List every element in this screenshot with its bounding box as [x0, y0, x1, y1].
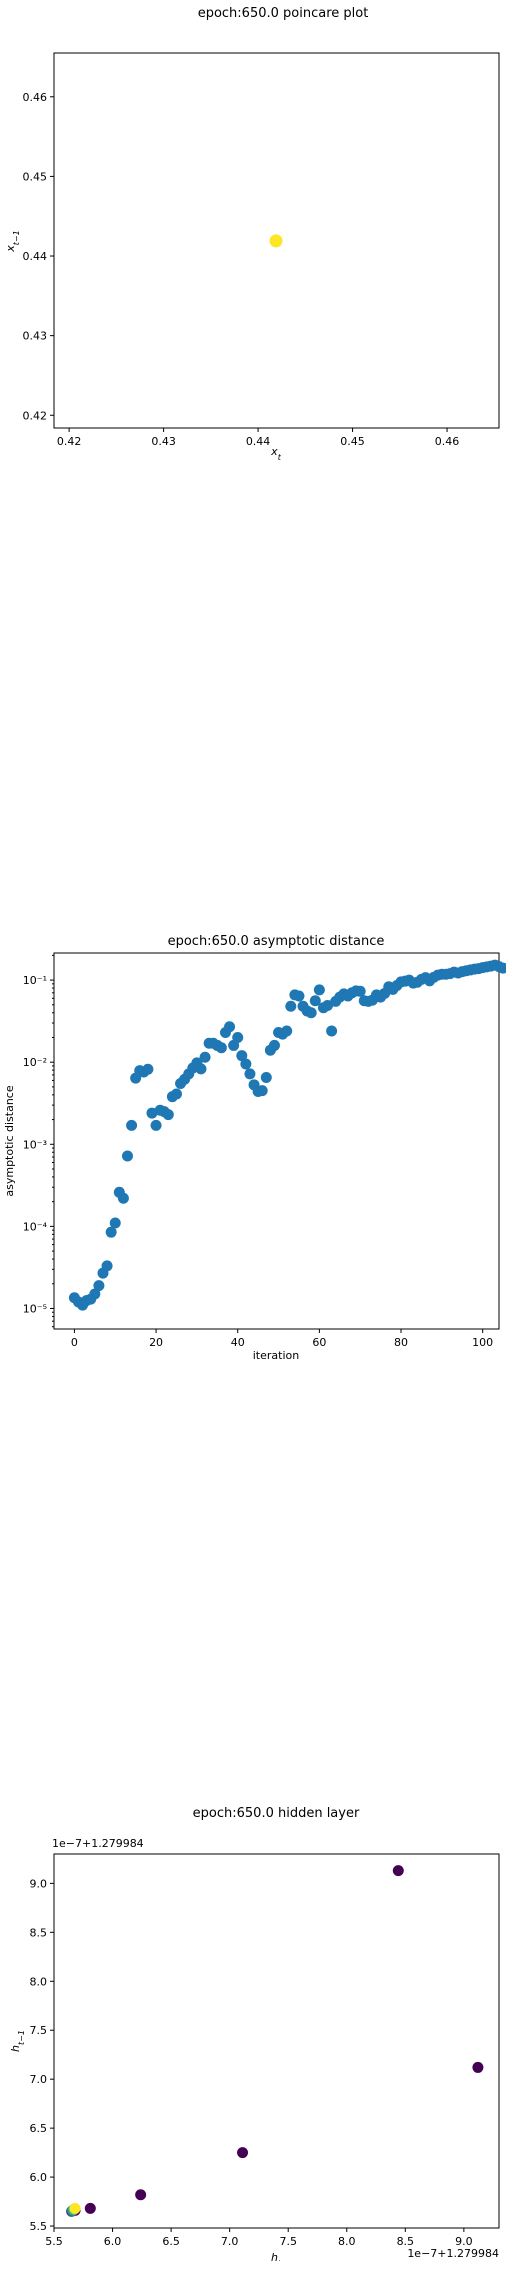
x-tick-label: 40: [231, 1336, 245, 1349]
y-tick-label: 0.43: [23, 330, 48, 343]
x-offset-label: 1e−7+1.279984: [407, 2247, 499, 2260]
data-point: [89, 1288, 101, 1300]
data-point: [305, 1007, 317, 1019]
data-point: [101, 1260, 113, 1272]
data-point: [269, 234, 283, 248]
chart-title: epoch:650.0 poincare plot: [198, 6, 369, 21]
data-point: [126, 1119, 138, 1131]
y-tick-label: 10⁻⁵: [23, 1302, 47, 1315]
data-point: [232, 1031, 244, 1043]
x-tick-label: 6.5: [162, 2235, 180, 2248]
data-point: [121, 1150, 133, 1162]
x-tick-label: 100: [472, 1336, 493, 1349]
y-tick-label: 10⁻²: [23, 1056, 47, 1069]
data-point: [354, 985, 366, 997]
data-point: [240, 1058, 252, 1070]
data-point: [326, 1025, 338, 1037]
x-tick-label: 0: [71, 1336, 78, 1349]
x-tick-label: 8.0: [338, 2235, 356, 2248]
y-tick-label: 10⁻⁴: [23, 1220, 48, 1233]
data-point: [309, 995, 321, 1007]
y-tick-label: 6.5: [30, 2122, 48, 2135]
y-tick-label: 0.42: [23, 409, 48, 422]
y-axis-label: ht−1: [9, 2030, 26, 2052]
x-tick-label: 0.45: [340, 435, 365, 448]
data-point: [281, 1025, 293, 1037]
data-point: [260, 1072, 272, 1084]
y-tick-label: 5.5: [30, 2220, 48, 2233]
x-tick-label: 9.0: [455, 2235, 473, 2248]
x-axis-label: ht: [271, 2251, 282, 2261]
plot-frame: [53, 1853, 500, 2229]
plot-frame: [53, 952, 500, 1330]
x-tick-label: 7.0: [221, 2235, 239, 2248]
y-axis-label: xt−1: [4, 230, 21, 252]
chart-title: epoch:650.0 hidden layer: [193, 1806, 360, 1821]
x-tick-label: 0.44: [246, 435, 271, 448]
plot-frame: [53, 52, 500, 429]
data-point: [162, 1109, 174, 1121]
data-point: [268, 1039, 280, 1051]
x-tick-label: 20: [149, 1336, 163, 1349]
y-tick-label: 0.45: [23, 170, 48, 183]
x-tick-label: 7.5: [279, 2235, 297, 2248]
data-point: [313, 984, 325, 996]
data-point: [497, 962, 506, 974]
data-point: [195, 1063, 207, 1075]
data-point: [117, 1192, 129, 1204]
x-tick-label: 0.42: [57, 435, 82, 448]
chart-title: epoch:650.0 asymptotic distance: [168, 934, 385, 949]
data-point: [93, 1280, 105, 1292]
x-tick-label: 0.46: [435, 435, 460, 448]
y-tick-label: 6.0: [30, 2171, 48, 2184]
y-tick-label: 0.46: [23, 91, 48, 104]
y-tick-label: 7.0: [30, 2073, 48, 2086]
y-tick-label: 10⁻¹: [23, 974, 47, 987]
y-tick-label: 10⁻³: [23, 1138, 47, 1151]
asymptotic-distance-chart: epoch:650.0 asymptotic distance 0 20 40 60 8…: [3, 934, 506, 1362]
x-tick-label: 80: [394, 1336, 408, 1349]
data-point: [150, 1119, 162, 1131]
data-point: [244, 1068, 256, 1080]
data-point: [109, 1217, 121, 1229]
y-tick-label: 7.5: [30, 2024, 48, 2037]
data-point: [237, 2147, 249, 2159]
x-tick-label: 8.5: [397, 2235, 415, 2248]
data-point: [256, 1085, 268, 1097]
poincare-chart: epoch:650.0 poincare plot 0.42 0.42 0.43 0.…: [4, 6, 500, 460]
data-point: [142, 1063, 154, 1075]
y-tick-label: 8.5: [30, 1926, 48, 1939]
data-point: [170, 1088, 182, 1100]
data-point: [224, 1021, 236, 1033]
data-point: [322, 1000, 334, 1012]
data-point: [215, 1042, 227, 1054]
data-point: [135, 2189, 147, 2201]
y-axis-label: asymptotic distance: [3, 1085, 16, 1196]
y-tick-label: 8.0: [30, 1975, 48, 1988]
x-tick-label: 0.43: [151, 435, 176, 448]
data-point: [84, 2202, 96, 2214]
data-point: [69, 2202, 81, 2214]
data-point: [392, 1865, 404, 1877]
data-point: [472, 2061, 484, 2073]
data-point: [285, 1000, 297, 1012]
y-tick-label: 0.44: [23, 250, 48, 263]
x-axis-label: iteration: [253, 1349, 299, 1362]
y-offset-label: 1e−7+1.279984: [52, 1837, 144, 1850]
data-point: [293, 990, 305, 1002]
y-tick-label: 9.0: [30, 1877, 48, 1890]
x-tick-label: 6.0: [104, 2235, 122, 2248]
data-point: [236, 1050, 248, 1062]
hidden-layer-chart: epoch:650.0 hidden layer 1e−7+1.279984 5…: [9, 1806, 500, 2261]
x-axis-label: xt: [270, 445, 282, 460]
x-tick-label: 60: [312, 1336, 326, 1349]
x-tick-label: 5.5: [45, 2235, 63, 2248]
data-point: [199, 1051, 211, 1063]
data-point: [105, 1226, 117, 1238]
